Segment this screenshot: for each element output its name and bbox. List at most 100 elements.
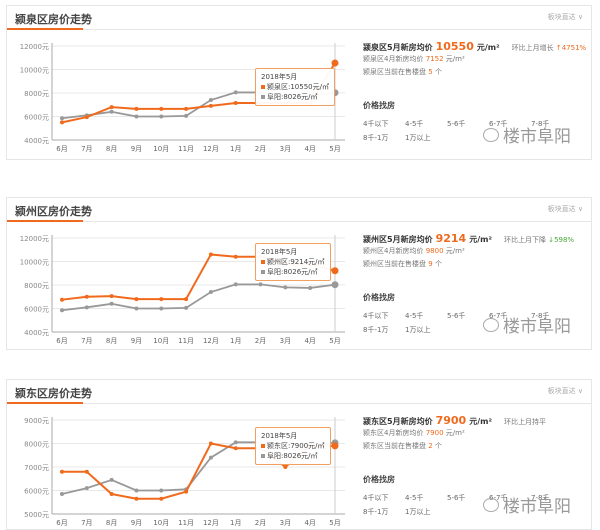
price-options: 4千以下 4-5千 5-6千 6-7千 7-8千 8千-1万 1万以上 xyxy=(363,493,573,521)
current-price-label: 颍泉区5月新房均价 xyxy=(363,43,433,52)
price-option[interactable]: 7-8千 xyxy=(531,312,550,320)
price-option[interactable]: 5-6千 xyxy=(447,312,466,320)
on-sale-unit: 个 xyxy=(434,442,442,450)
last-month-label: 颍泉区4月新房均价 xyxy=(363,55,424,63)
price-option[interactable]: 6-7千 xyxy=(489,494,508,502)
price-option[interactable]: 4千以下 xyxy=(363,312,389,320)
price-option[interactable]: 1万以上 xyxy=(405,326,431,334)
price-option[interactable]: 4千以下 xyxy=(363,120,389,128)
watermark: 楼市阜阳 xyxy=(483,492,571,517)
data-point xyxy=(134,297,139,302)
watermark: 楼市阜阳 xyxy=(483,122,571,147)
x-tick-label: 8月 xyxy=(106,519,117,527)
price-option[interactable]: 7-8千 xyxy=(531,494,550,502)
price-info: 颍泉区5月新房均价 10550 元/m² 环比上月增长 ↑4751% 颍泉区4月新房均… xyxy=(363,40,588,147)
data-point xyxy=(283,285,288,290)
x-tick-label: 2月 xyxy=(255,145,266,153)
data-point xyxy=(109,109,114,114)
price-search-title: 价格找房 xyxy=(363,293,395,302)
price-option[interactable]: 6-7千 xyxy=(489,312,508,320)
tooltip-city: 阜阳:8026元/㎡ xyxy=(267,452,318,460)
x-tick-label: 12月 xyxy=(203,519,219,527)
data-point xyxy=(134,488,139,493)
price-trend-panel: 颍州区房价走势 板块直达 ∨ 4000元 6000元 8000元 10000元 1200… xyxy=(6,197,592,350)
data-point xyxy=(208,252,213,257)
x-tick-label: 7月 xyxy=(81,337,92,345)
data-point xyxy=(184,305,189,310)
price-option[interactable]: 5-6千 xyxy=(447,494,466,502)
price-option[interactable]: 8千-1万 xyxy=(363,508,389,516)
x-tick-label: 10月 xyxy=(153,145,169,153)
price-unit: 元/m² xyxy=(445,55,465,63)
y-tick-label: 6000元 xyxy=(24,306,49,314)
tooltip-district: 颍东区:7900元/㎡ xyxy=(267,442,325,450)
price-option[interactable]: 1万以上 xyxy=(405,134,431,142)
x-tick-label: 3月 xyxy=(280,519,291,527)
x-tick-label: 4月 xyxy=(304,145,315,153)
price-option[interactable]: 8千-1万 xyxy=(363,326,389,334)
on-sale-count: 2 xyxy=(428,442,433,450)
data-point xyxy=(208,441,213,446)
price-option[interactable]: 4-5千 xyxy=(405,120,424,128)
data-point xyxy=(159,496,164,501)
price-unit: 元/m² xyxy=(469,235,492,244)
price-option[interactable]: 5-6千 xyxy=(447,120,466,128)
on-sale-unit: 个 xyxy=(434,68,442,76)
data-point xyxy=(283,465,288,469)
price-info: 颍州区5月新房均价 9214 元/m² 环比上月下降 ↓598% 颍州区4月新房均价 … xyxy=(363,232,588,339)
x-tick-label: 11月 xyxy=(178,145,194,153)
city-marker-icon xyxy=(261,270,265,274)
y-tick-label: 9000元 xyxy=(24,417,49,425)
price-unit: 元/m² xyxy=(445,429,465,437)
x-tick-label: 1月 xyxy=(230,337,241,345)
data-point xyxy=(60,120,64,125)
price-unit: 元/m² xyxy=(469,417,492,426)
data-point xyxy=(208,98,213,103)
x-tick-label: 6月 xyxy=(56,519,67,527)
price-trend-panel: 颍泉区房价走势 板块直达 ∨ 4000元 6000元 8000元 10000元 1200… xyxy=(6,5,592,160)
price-option[interactable]: 1万以上 xyxy=(405,508,431,516)
price-option[interactable]: 8千-1万 xyxy=(363,134,389,142)
data-point xyxy=(233,282,238,287)
x-tick-label: 8月 xyxy=(106,337,117,345)
current-price-label: 颍东区5月新房均价 xyxy=(363,417,433,426)
change-label: 环比上月下降 xyxy=(503,236,546,244)
current-price-value: 9214 xyxy=(435,232,467,245)
title-underline xyxy=(7,402,83,404)
price-search-title: 价格找房 xyxy=(363,475,395,484)
data-point xyxy=(109,301,114,306)
x-tick-label: 3月 xyxy=(280,145,291,153)
price-trend-panel: 颍东区房价走势 板块直达 ∨ 5000元 6000元 7000元 8000元 9000元… xyxy=(6,379,592,530)
shortcut-dropdown[interactable]: 板块直达 ∨ xyxy=(547,13,583,21)
price-option[interactable]: 7-8千 xyxy=(531,120,550,128)
x-tick-label: 2月 xyxy=(255,519,266,527)
current-price-value: 10550 xyxy=(435,40,474,53)
y-tick-label: 6000元 xyxy=(24,488,49,496)
data-point xyxy=(331,281,339,289)
x-tick-label: 2月 xyxy=(255,337,266,345)
data-point xyxy=(233,100,238,105)
last-month-value: 9800 xyxy=(425,247,444,255)
data-point xyxy=(84,469,89,474)
data-point xyxy=(184,113,189,118)
price-option[interactable]: 4-5千 xyxy=(405,494,424,502)
data-point xyxy=(134,306,139,311)
price-option[interactable]: 6-7千 xyxy=(489,120,508,128)
y-tick-label: 10000元 xyxy=(20,67,49,75)
price-option[interactable]: 4-5千 xyxy=(405,312,424,320)
tooltip-date: 2018年5月 xyxy=(261,73,298,81)
x-tick-label: 3月 xyxy=(280,337,291,345)
wechat-icon xyxy=(483,127,499,142)
price-line-chart: 4000元 6000元 8000元 10000元 12000元 6月 7月 8月 9月 10月 11… xyxy=(20,43,345,153)
data-point xyxy=(184,297,189,302)
shortcut-dropdown[interactable]: 板块直达 ∨ xyxy=(547,205,583,213)
data-point xyxy=(60,297,64,302)
data-point xyxy=(109,294,114,299)
data-point xyxy=(134,496,139,501)
data-point xyxy=(258,282,263,287)
shortcut-dropdown[interactable]: 板块直达 ∨ xyxy=(547,387,583,395)
data-point xyxy=(208,103,213,108)
tooltip-date: 2018年5月 xyxy=(261,248,298,256)
price-option[interactable]: 4千以下 xyxy=(363,494,389,502)
y-tick-label: 6000元 xyxy=(24,114,49,122)
